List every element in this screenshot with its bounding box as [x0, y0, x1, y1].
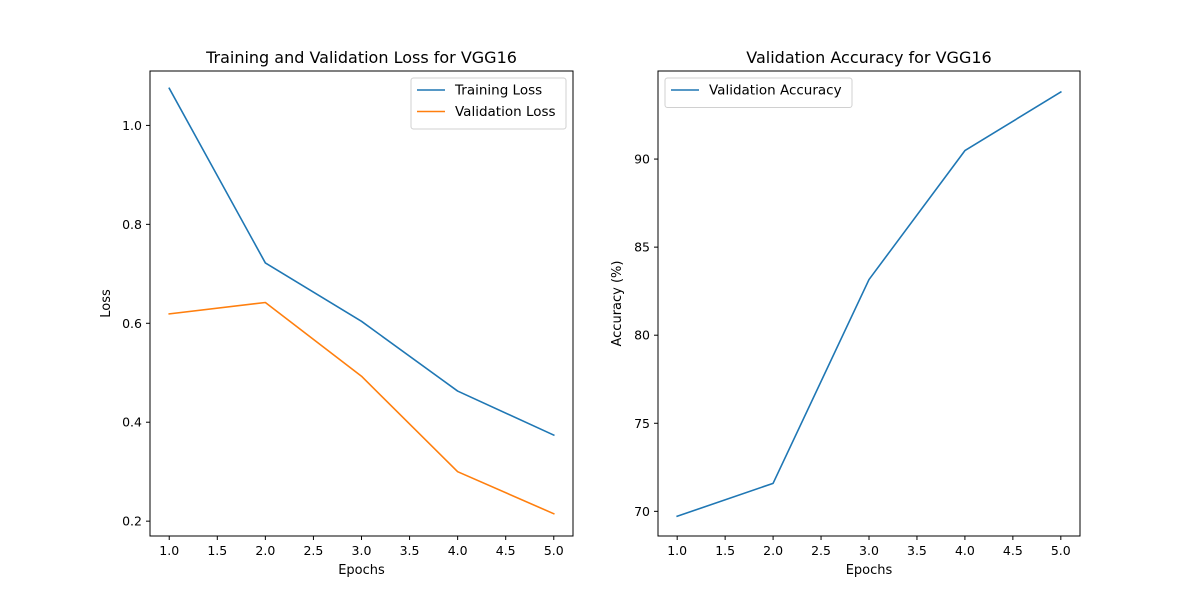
x-tick-label: 2.5 [811, 543, 831, 558]
series-line-1 [168, 87, 555, 437]
chart-title: Validation Accuracy for VGG16 [746, 48, 991, 67]
x-axis-label: Epochs [338, 563, 385, 578]
y-tick-label: 85 [634, 240, 650, 255]
legend-entry-1: Training Loss [454, 83, 542, 99]
x-tick-label: 4.0 [955, 543, 975, 558]
x-tick-label: 4.5 [1003, 543, 1023, 558]
y-tick-label: 0.6 [122, 316, 142, 331]
x-tick-label: 1.0 [159, 543, 179, 558]
y-tick-label: 90 [634, 152, 650, 167]
y-tick-label: 0.4 [122, 415, 142, 430]
legend-box [664, 77, 853, 108]
x-tick-label: 1.0 [667, 543, 687, 558]
legend-entry-1: Validation Accuracy [709, 83, 842, 99]
y-tick-label: 0.2 [122, 514, 142, 529]
x-tick-label: 4.5 [496, 543, 516, 558]
x-tick-label: 4.0 [448, 543, 468, 558]
y-tick-label: 70 [634, 504, 650, 519]
y-tick-label: 75 [634, 416, 650, 431]
chart-panel-1: Training and Validation Loss for VGG16 1.… [99, 48, 574, 578]
y-axis-label: Accuracy (%) [610, 261, 625, 347]
chart-panel-2: Validation Accuracy for VGG16 1.0 1.5 2.0 2.… [610, 48, 1081, 578]
x-tick-label: 3.0 [859, 543, 879, 558]
x-tick-label: 2.5 [303, 543, 323, 558]
x-tick-label: 3.5 [907, 543, 927, 558]
x-tick-label: 5.0 [544, 543, 564, 558]
y-tick-label: 0.8 [122, 217, 142, 232]
series-line-1 [676, 90, 1062, 518]
series-line-2 [168, 301, 555, 515]
x-axis-label: Epochs [846, 563, 893, 578]
legend-box [410, 77, 567, 130]
x-tick-label: 1.5 [207, 543, 227, 558]
x-tick-label: 2.0 [763, 543, 783, 558]
legend: Training Loss Validation Loss [410, 77, 567, 130]
y-tick-label: 80 [634, 328, 650, 343]
x-tick-label: 1.5 [715, 543, 735, 558]
legend: Validation Accuracy [664, 77, 853, 108]
x-tick-label: 3.0 [352, 543, 372, 558]
x-tick-label: 2.0 [255, 543, 275, 558]
y-tick-label: 1.0 [122, 118, 142, 133]
y-axis-label: Loss [99, 289, 114, 318]
x-tick-label: 5.0 [1051, 543, 1071, 558]
plot-frame [149, 70, 574, 537]
legend-entry-2: Validation Loss [455, 104, 556, 120]
plot-frame [657, 70, 1081, 537]
x-tick-label: 3.5 [400, 543, 420, 558]
chart-title: Training and Validation Loss for VGG16 [205, 48, 517, 67]
